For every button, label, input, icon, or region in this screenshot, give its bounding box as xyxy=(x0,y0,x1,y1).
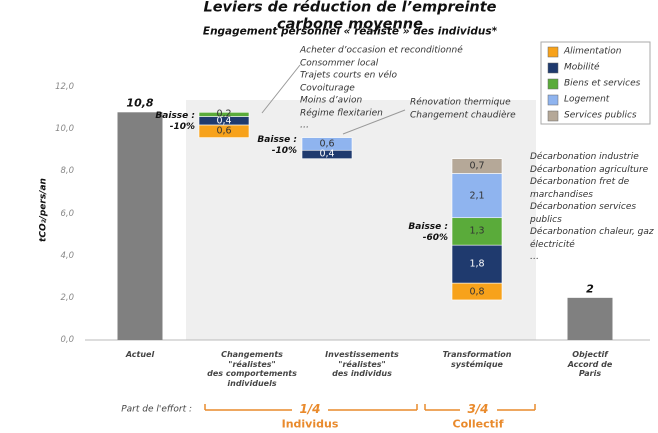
drop-label: Baisse : -10% xyxy=(257,135,297,156)
y-tick-label: 10,0 xyxy=(55,124,74,135)
legend-label: Services publics xyxy=(564,110,637,121)
segment-label: 0,7 xyxy=(469,160,485,172)
segment xyxy=(451,244,503,284)
segment-label: 1,3 xyxy=(469,225,485,237)
legend-label: Logement xyxy=(564,94,610,105)
segment-label: 0,4 xyxy=(319,148,335,160)
step-notes: Acheter d’occasion et reconditionné Cons… xyxy=(300,45,463,131)
effort-share: 1/4 xyxy=(299,401,321,416)
chart-subtitle: Engagement personnel « réaliste » des in… xyxy=(202,25,498,38)
segment xyxy=(198,112,250,117)
segment xyxy=(451,217,503,246)
segment xyxy=(451,173,503,219)
legend-swatch xyxy=(547,46,559,58)
total-label: 10,8 xyxy=(126,96,154,110)
legend-swatch xyxy=(547,78,559,90)
step-notes: Décarbonation industrie Décarbonation ag… xyxy=(530,151,654,262)
y-tick-label: 4,0 xyxy=(60,250,74,261)
segment-label: 1,8 xyxy=(469,258,485,270)
segment-label: 0,2 xyxy=(216,108,232,120)
x-tick-label: Changements "réalistes" des comportement… xyxy=(207,350,297,388)
segment-label: 0,6 xyxy=(216,125,232,137)
legend-swatch xyxy=(547,94,559,106)
drop-label: Baisse : -10% xyxy=(155,111,195,132)
y-tick-label: 6,0 xyxy=(60,208,74,219)
y-tick-label: 12,0 xyxy=(55,81,74,92)
y-tick-label: 8,0 xyxy=(60,166,74,177)
legend-label: Biens et services xyxy=(564,78,641,89)
legend-box xyxy=(540,41,651,125)
total-bar xyxy=(117,112,163,340)
legend-label: Alimentation xyxy=(564,46,622,57)
segment-label: 0,4 xyxy=(216,115,232,127)
segment xyxy=(301,137,353,151)
leader-line xyxy=(261,64,301,114)
segment-label: 2,1 xyxy=(469,189,485,201)
segment-label: 0,6 xyxy=(319,138,335,150)
total-bar xyxy=(567,297,613,340)
y-tick-label: 0,0 xyxy=(60,334,74,345)
x-tick-label: Objectif Accord de Paris xyxy=(567,350,613,379)
step-notes: Rénovation thermique Changement chaudièr… xyxy=(410,97,516,121)
legend-label: Mobilité xyxy=(564,62,600,73)
legend-swatch xyxy=(547,110,559,122)
effort-label: Part de l'effort : xyxy=(121,404,192,415)
x-tick-label: Transformation systémique xyxy=(442,350,512,369)
legend-swatch xyxy=(547,62,559,74)
x-tick-label: Investissements "réalistes" des individu… xyxy=(325,350,399,379)
effort-group: Collectif xyxy=(452,417,504,431)
y-tick-label: 2,0 xyxy=(60,292,74,303)
effort-group: Individus xyxy=(281,417,339,431)
y-axis-label: tCO₂/pers/an xyxy=(38,178,49,242)
segment-label: 0,8 xyxy=(469,285,485,297)
drop-label: Baisse : -60% xyxy=(408,222,448,243)
effort-share: 3/4 xyxy=(467,401,489,416)
chart-title: Leviers de réduction de l’empreinte carb… xyxy=(203,0,497,33)
leader-line xyxy=(342,109,406,135)
total-label: 2 xyxy=(586,282,594,296)
x-tick-label: Actuel xyxy=(125,350,155,359)
effort-brackets xyxy=(204,404,536,411)
segment xyxy=(451,158,503,174)
